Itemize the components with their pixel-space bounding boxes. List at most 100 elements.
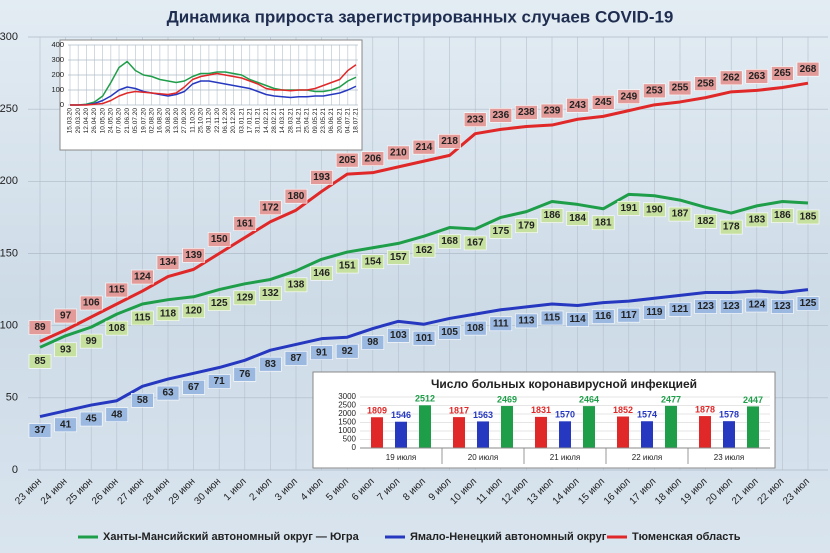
bar bbox=[453, 417, 465, 448]
data-label: 205 bbox=[339, 155, 356, 166]
x-tick-label: 06.12.20 bbox=[222, 108, 229, 134]
data-label-box bbox=[591, 215, 615, 231]
data-label: 71 bbox=[214, 376, 226, 387]
data-label-box bbox=[79, 411, 103, 427]
data-label-box bbox=[182, 379, 205, 395]
x-tick-label: 03.01.21 bbox=[238, 108, 245, 134]
data-label-box bbox=[233, 290, 257, 306]
data-label: 157 bbox=[390, 252, 407, 263]
data-label: 125 bbox=[800, 298, 817, 309]
data-label: 124 bbox=[134, 272, 151, 283]
x-tick-label: 28 июн bbox=[141, 476, 172, 507]
data-label: 187 bbox=[672, 209, 689, 220]
data-label-box bbox=[771, 66, 794, 81]
data-label: 85 bbox=[34, 356, 46, 367]
bar bbox=[559, 421, 571, 448]
series-line bbox=[39, 288, 809, 419]
bar bbox=[617, 416, 629, 448]
y-tick-label: 100 bbox=[0, 320, 18, 332]
data-label-box bbox=[335, 152, 359, 168]
data-label-box bbox=[438, 134, 461, 149]
x-tick-label: 20.12.20 bbox=[230, 108, 237, 134]
y-tick-label: 300 bbox=[51, 55, 64, 64]
bar bbox=[477, 421, 489, 448]
x-tick-label: 05.07.20 bbox=[132, 108, 139, 134]
x-tick-label: 21.06.20 bbox=[124, 108, 131, 134]
x-tick-label: 12 июл bbox=[500, 476, 531, 507]
data-label: 108 bbox=[108, 323, 125, 334]
data-label-box bbox=[540, 208, 564, 223]
data-label: 123 bbox=[723, 301, 740, 312]
legend-label: Тюменская область bbox=[632, 531, 741, 543]
data-label-box bbox=[105, 407, 129, 423]
data-label: 58 bbox=[137, 395, 149, 406]
data-label: 238 bbox=[518, 107, 535, 118]
series-line bbox=[70, 64, 357, 106]
data-label: 263 bbox=[748, 71, 765, 82]
y-tick-label: 0 bbox=[352, 443, 357, 452]
data-label-box bbox=[463, 235, 487, 251]
x-tick-label: 25 июн bbox=[64, 476, 95, 507]
data-label-box bbox=[284, 277, 308, 293]
data-label: 180 bbox=[288, 191, 305, 202]
data-label: 253 bbox=[646, 85, 663, 96]
data-label: 184 bbox=[569, 213, 586, 224]
y-tick-label: 2500 bbox=[338, 401, 356, 410]
data-label-box bbox=[54, 417, 77, 433]
x-tick-label: 8 июл bbox=[401, 476, 428, 503]
data-label-box bbox=[694, 76, 717, 91]
data-label-box bbox=[412, 330, 436, 346]
data-label: 1563 bbox=[473, 410, 493, 420]
data-label-box bbox=[745, 212, 769, 228]
data-label-box bbox=[310, 265, 333, 281]
data-label: 182 bbox=[697, 216, 714, 227]
y-tick-label: 50 bbox=[6, 392, 18, 404]
data-label-box bbox=[796, 209, 820, 225]
data-label: 175 bbox=[492, 226, 509, 237]
data-label: 108 bbox=[467, 323, 484, 334]
data-label: 168 bbox=[441, 236, 458, 247]
data-label: 76 bbox=[239, 369, 251, 380]
bar bbox=[665, 405, 677, 448]
data-label: 63 bbox=[162, 388, 174, 399]
data-label-box bbox=[131, 269, 154, 285]
data-label-box bbox=[719, 70, 743, 86]
inset-title: Число больных коронавирусной инфекцией bbox=[431, 377, 697, 391]
data-label: 191 bbox=[620, 203, 637, 214]
x-tick-label: 10 июл bbox=[448, 476, 479, 507]
x-tick-label: 25.10.20 bbox=[197, 108, 204, 134]
data-label-box bbox=[489, 316, 513, 332]
x-tick-label: 29.03.20 bbox=[75, 108, 82, 134]
data-label: 236 bbox=[492, 110, 509, 121]
data-label: 186 bbox=[544, 210, 561, 221]
y-tick-label: 0 bbox=[12, 464, 18, 476]
data-label: 154 bbox=[364, 256, 381, 267]
x-tick-label: 29 июн bbox=[167, 476, 198, 507]
data-label-box bbox=[310, 170, 333, 185]
y-tick-label: 2000 bbox=[338, 409, 356, 418]
data-label: 255 bbox=[672, 83, 689, 94]
data-label-box bbox=[463, 320, 487, 336]
data-label: 124 bbox=[748, 300, 765, 311]
series-line bbox=[39, 192, 809, 349]
x-tick-label: 26 июн bbox=[90, 476, 121, 507]
x-tick-label: 2 июл bbox=[247, 476, 274, 503]
data-label-box bbox=[79, 295, 103, 311]
data-label: 1546 bbox=[391, 410, 411, 420]
x-tick-label: 27.09.20 bbox=[181, 108, 188, 134]
data-label: 91 bbox=[316, 347, 328, 358]
data-label-box bbox=[719, 299, 743, 314]
data-label: 265 bbox=[774, 68, 791, 79]
data-label-box bbox=[515, 313, 538, 329]
data-label-box bbox=[182, 248, 205, 263]
data-label-box bbox=[335, 258, 359, 274]
data-label: 183 bbox=[748, 215, 765, 226]
data-label: 245 bbox=[595, 97, 612, 108]
x-tick-label: 11 июл bbox=[474, 476, 504, 506]
data-label: 115 bbox=[109, 285, 126, 296]
data-label: 134 bbox=[160, 257, 177, 268]
data-label: 258 bbox=[697, 78, 714, 89]
x-tick-label: 23 июл bbox=[781, 476, 812, 507]
data-label: 1817 bbox=[449, 405, 469, 415]
data-label: 103 bbox=[390, 330, 407, 341]
